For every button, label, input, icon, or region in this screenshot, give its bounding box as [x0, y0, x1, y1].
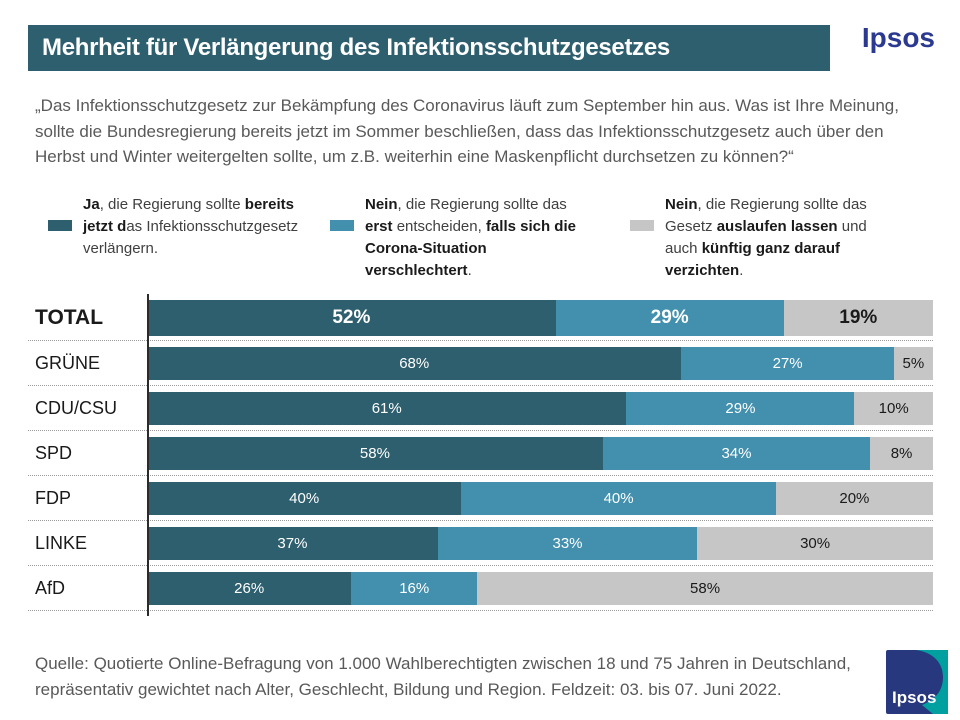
bar-segment: 26% — [147, 571, 352, 605]
bar-segment: 58% — [147, 436, 603, 470]
stacked-bar: 40% 40% 20% — [147, 481, 933, 515]
chart-row: AfD 26% 16% 58% — [28, 566, 933, 611]
chart-row: GRÜNE 68% 27% 5% — [28, 341, 933, 386]
value-label: 10% — [878, 399, 909, 417]
value-label: 29% — [650, 307, 689, 328]
bar-segment: 20% — [775, 481, 933, 515]
chart-row: LINKE 37% 33% 30% — [28, 521, 933, 566]
legend-item: Ja, die Regierung sollte bereits jetzt d… — [48, 194, 330, 282]
chart-row: SPD 58% 34% 8% — [28, 431, 933, 476]
value-label: 5% — [902, 354, 925, 372]
category-label: AfD — [35, 577, 66, 598]
bar-segment: 29% — [555, 300, 784, 336]
title-bar: Mehrheit für Verlängerung des Infektions… — [28, 25, 830, 71]
chart-row: CDU/CSU 61% 29% 10% — [28, 386, 933, 431]
value-label: 37% — [277, 534, 308, 552]
value-label: 40% — [603, 489, 634, 507]
bar-segment: 61% — [147, 391, 627, 425]
chart-row: FDP 40% 40% 20% — [28, 476, 933, 521]
survey-question: „Das Infektionsschutzgesetz zur Bekämpfu… — [35, 96, 899, 166]
bar-segment: 10% — [854, 391, 933, 425]
value-label: 58% — [690, 579, 721, 597]
value-label: 33% — [552, 534, 583, 552]
value-label: 58% — [359, 444, 390, 462]
stacked-bar: 37% 33% 30% — [147, 526, 933, 560]
category-label: FDP — [35, 487, 71, 508]
bar-segment: 30% — [697, 526, 933, 560]
value-label: 61% — [371, 399, 402, 417]
legend-swatch — [48, 220, 72, 231]
bar-segment: 40% — [461, 481, 776, 515]
bar-segment: 27% — [681, 346, 894, 380]
value-label: 34% — [721, 444, 752, 462]
value-label: 27% — [772, 354, 803, 372]
bar-segment: 19% — [783, 300, 933, 336]
bar-segment: 5% — [893, 346, 933, 380]
bar-segment: 37% — [147, 526, 438, 560]
legend-item: Nein, die Regierung sollte das Gesetz au… — [630, 194, 925, 282]
legend-swatch — [330, 220, 354, 231]
ipsos-wordmark: Ipsos — [861, 22, 935, 53]
bar-segment: 33% — [437, 526, 698, 560]
bar-segment: 58% — [477, 571, 933, 605]
value-label: 68% — [399, 354, 430, 372]
chart: TOTAL 52% 29% 19% GRÜNE 68% 27% 5% CDU/CSU 61% 29%… — [28, 296, 933, 611]
category-label: CDU/CSU — [35, 397, 118, 418]
stacked-bar: 58% 34% 8% — [147, 436, 933, 470]
bar-segment: 68% — [147, 346, 682, 380]
ipsos-logo-icon: Ipsos — [886, 650, 948, 714]
stacked-bar: 61% 29% 10% — [147, 391, 933, 425]
stacked-bar: 52% 29% 19% — [147, 300, 933, 336]
category-label: GRÜNE — [35, 352, 101, 373]
source-note: Quelle: Quotierte Online-Befragung von 1… — [35, 654, 851, 700]
bar-segment: 16% — [351, 571, 478, 605]
value-label: 19% — [839, 307, 878, 328]
value-label: 30% — [800, 534, 831, 552]
ipsos-logo: Ipsos — [886, 650, 948, 714]
bar-segment: 29% — [626, 391, 855, 425]
value-label: 20% — [839, 489, 870, 507]
value-label: 26% — [234, 579, 265, 597]
value-label: 8% — [890, 444, 913, 462]
value-label: 29% — [725, 399, 756, 417]
value-label: 52% — [332, 307, 371, 328]
value-label: 16% — [399, 579, 430, 597]
svg-text:Ipsos: Ipsos — [892, 688, 936, 707]
bar-segment: 34% — [602, 436, 871, 470]
bar-segment: 52% — [147, 300, 556, 336]
category-label: TOTAL — [35, 306, 104, 329]
legend-label: Nein, die Regierung sollte das Gesetz au… — [665, 196, 867, 280]
bar-segment: 40% — [147, 481, 462, 515]
legend-label: Ja, die Regierung sollte bereits jetzt d… — [83, 196, 299, 258]
chart-axis-line — [147, 294, 149, 616]
legend-item: Nein, die Regierung sollte das erst ents… — [330, 194, 630, 282]
stacked-bar: 68% 27% 5% — [147, 346, 933, 380]
stacked-bar: 26% 16% 58% — [147, 571, 933, 605]
legend: Ja, die Regierung sollte bereits jetzt d… — [48, 194, 925, 282]
legend-label: Nein, die Regierung sollte das erst ents… — [365, 196, 576, 280]
value-label: 40% — [289, 489, 320, 507]
category-label: LINKE — [35, 532, 88, 553]
legend-swatch — [630, 220, 654, 231]
bar-segment: 8% — [870, 436, 933, 470]
page-title: Mehrheit für Verlängerung des Infektions… — [42, 34, 670, 61]
chart-row: TOTAL 52% 29% 19% — [28, 296, 933, 341]
category-label: SPD — [35, 442, 73, 463]
